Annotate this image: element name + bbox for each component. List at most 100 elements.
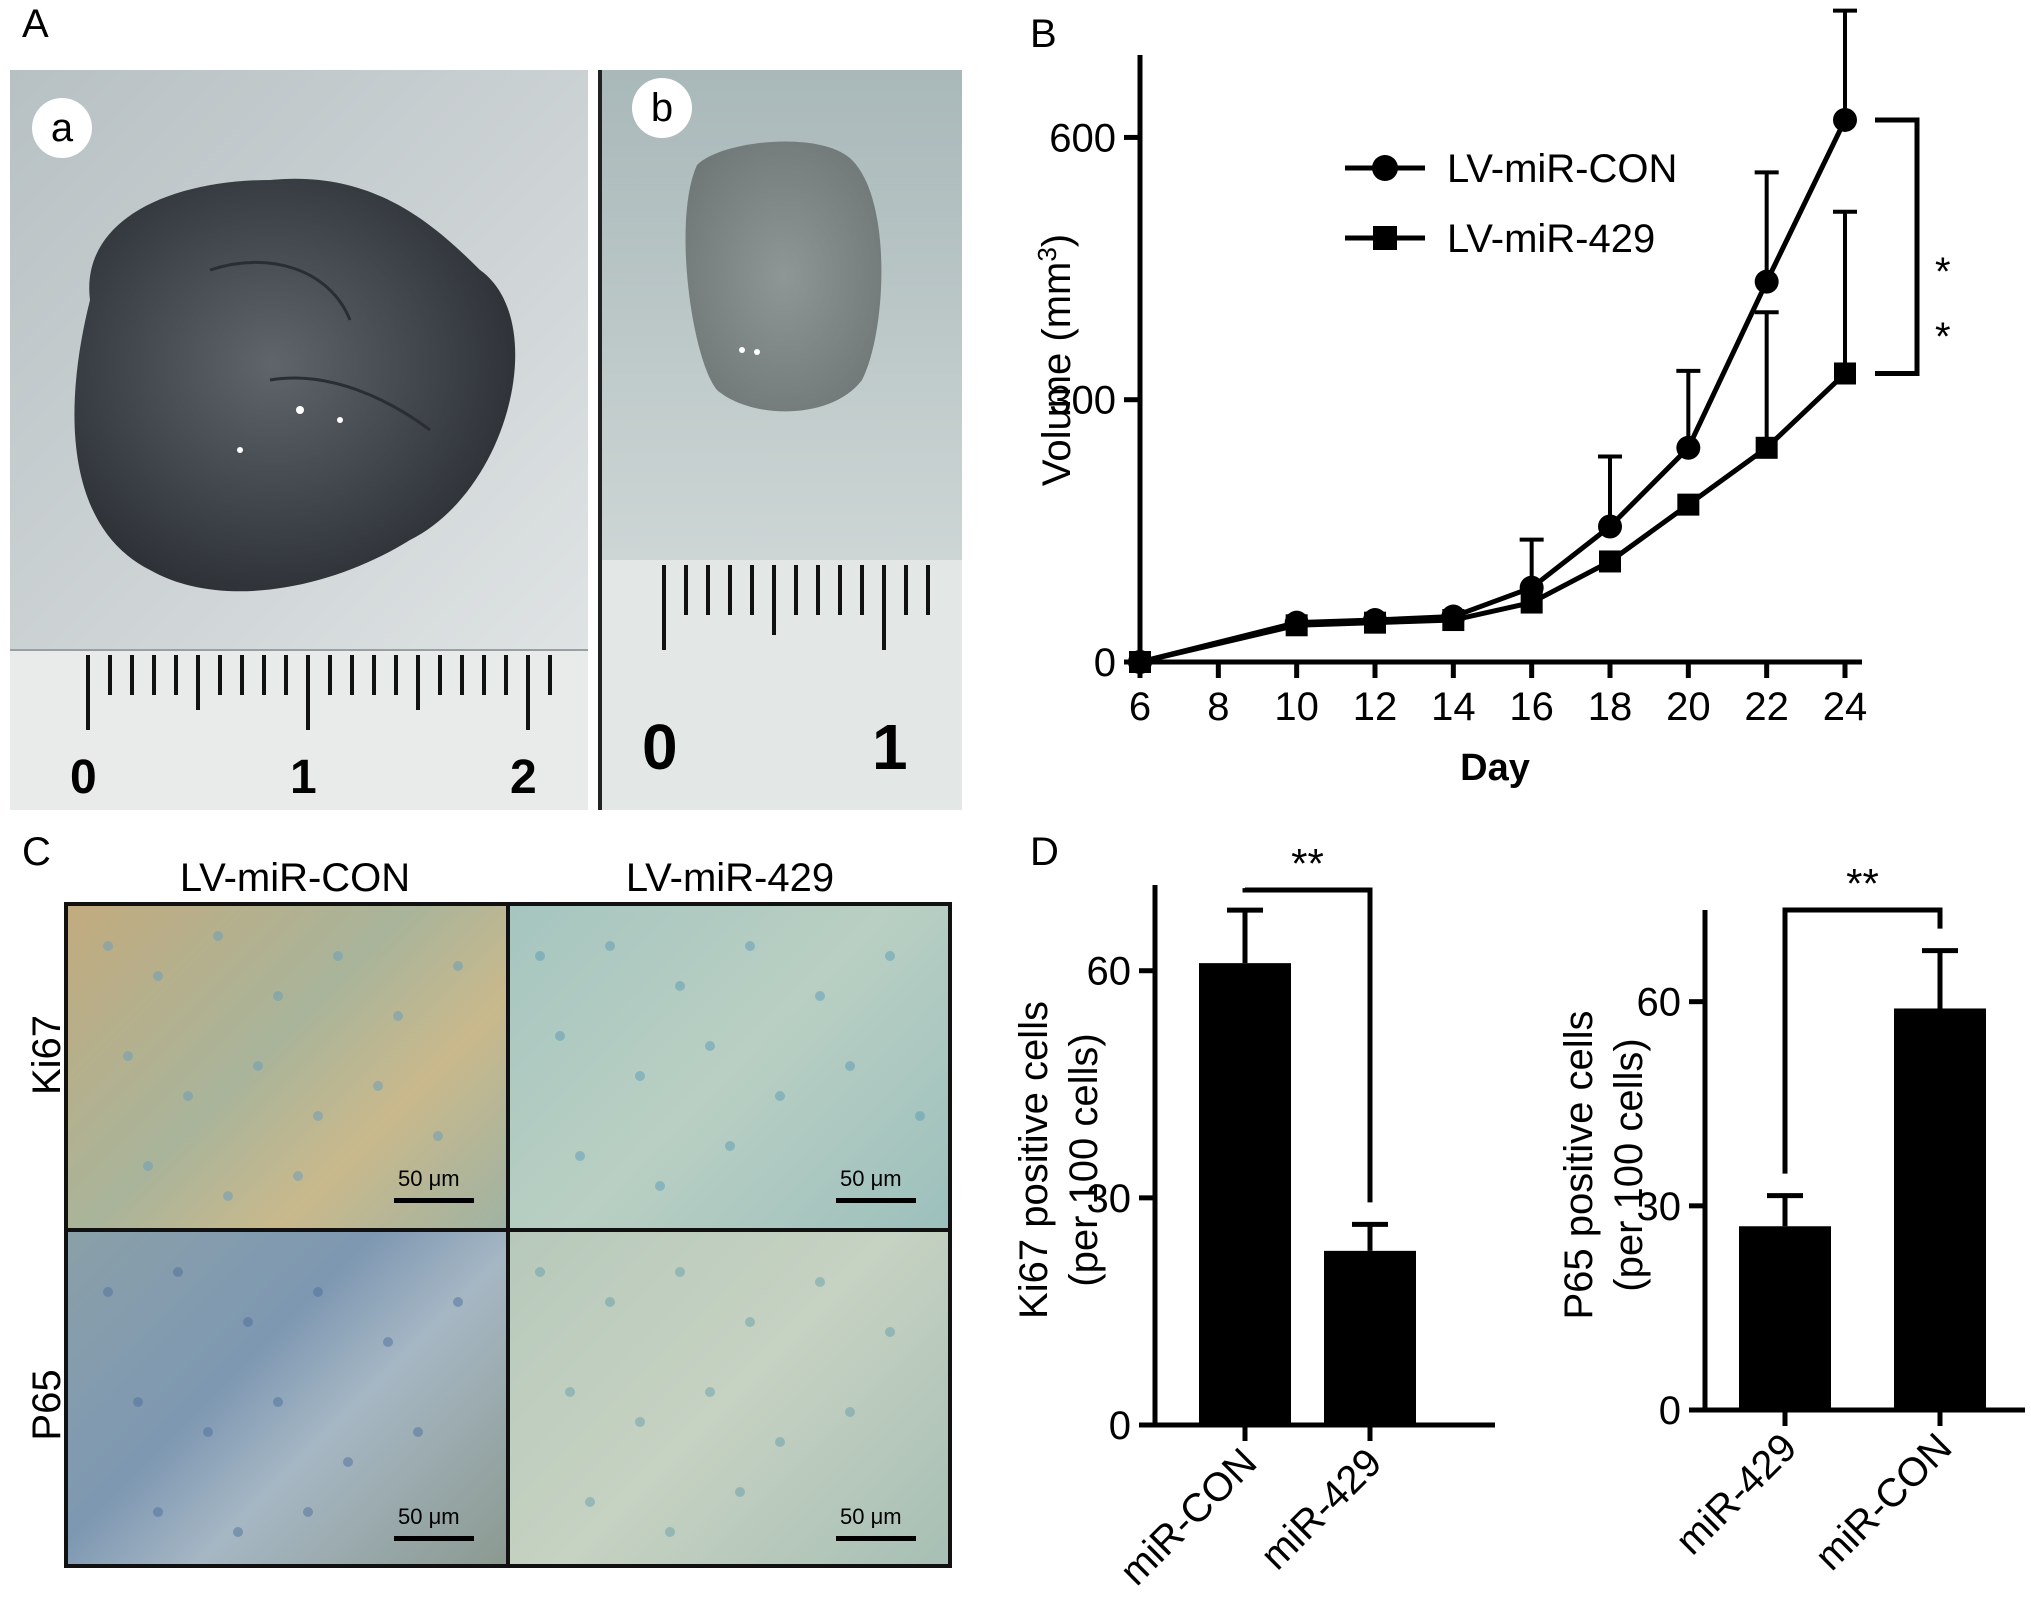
chart-b-x-tick-label: 10 — [1274, 685, 1319, 729]
ruler-b-number-0: 0 — [642, 711, 678, 783]
chart-b-point-square — [1442, 609, 1465, 632]
chart-b-series-line — [1139, 118, 1848, 665]
chart-b-point-square — [1755, 436, 1778, 459]
scale-label-ki67-429: 50 μm — [840, 1166, 902, 1191]
scale-label-p65-con: 50 μm — [398, 1504, 460, 1529]
chart-d-ki67-x-tick-label: miR-CON — [1112, 1440, 1266, 1594]
chart-b-volume: 6 8 10 12 14 16 18 20 22 24 0 300 600 Day Volume (mm3)… — [1032, 8, 1951, 789]
chart-d-ki67-x-tick-label: miR-429 — [1252, 1440, 1390, 1578]
chart-b-series-line — [1139, 371, 1847, 665]
chart-b-x-tick-label: 12 — [1353, 685, 1398, 729]
chart-d-p65-y-tick-label: 0 — [1659, 1389, 1681, 1433]
chart-b-x-tick-label: 24 — [1823, 685, 1868, 729]
chart-d-ki67-y-tick-label: 30 — [1087, 1177, 1132, 1221]
chart-d-p65-y-tick-label: 60 — [1637, 981, 1682, 1025]
texture-p65-con — [103, 1267, 463, 1537]
chart-b-point-square — [1834, 362, 1856, 385]
photo-a-badge: a — [32, 98, 92, 158]
tumor-shape-a — [74, 178, 516, 592]
chart-d-p65-significance-bracket — [1782, 907, 1943, 1174]
chart-b-x-tick-label: 22 — [1744, 685, 1789, 729]
chart-d-p65-x-tick-label: miR-429 — [1667, 1425, 1805, 1563]
ruler-a-number-0: 0 — [70, 751, 97, 804]
panel-letter-d: D — [1030, 830, 1059, 874]
chart-d-p65-y-axis-label: P65 positive cells — [1557, 1010, 1601, 1319]
micrograph-p65-lv-mir-429: 50 μm — [506, 1228, 952, 1568]
scale-bar-p65-429 — [836, 1536, 916, 1541]
chart-b-y-tick-label: 600 — [1049, 116, 1116, 160]
texture-ki67-con — [103, 931, 463, 1201]
panel-letter-b: B — [1030, 12, 1057, 56]
photo-b-badge: b — [632, 78, 692, 138]
chart-d-ki67-y-axis-label-2: (per 100 cells) — [1062, 1033, 1106, 1286]
chart-d-p65-bar — [1739, 1226, 1831, 1410]
scale-bar-p65-con — [394, 1536, 474, 1541]
micrograph-p65-lv-mir-con: 50 μm — [64, 1228, 510, 1568]
chart-d-ki67-significance-label: ** — [1291, 840, 1324, 887]
chart-b-point-circle — [1754, 269, 1779, 294]
scale-bar-ki67-con — [394, 1198, 474, 1203]
chart-b-point-square — [1599, 550, 1621, 573]
chart-b-point-circle — [1598, 514, 1622, 539]
chart-d-ki67-y-tick-label: 0 — [1109, 1404, 1131, 1448]
tumor-photo-b-graphic — [602, 70, 962, 810]
chart-d-ki67: 0 30 60 Ki67 positive cells (per 100 cells) m… — [1012, 840, 1495, 1594]
chart-d-p65-significance-label: ** — [1846, 860, 1879, 907]
chart-b-legend-label: LV-miR-429 — [1447, 217, 1655, 261]
chart-d-ki67-bar — [1324, 1250, 1416, 1425]
tumor-photo-b: b 0 1 — [598, 70, 962, 810]
ruler-a-number-2: 2 — [510, 751, 537, 804]
chart-b-legend-square — [1373, 226, 1397, 250]
scale-bar-ki67-429 — [836, 1198, 916, 1203]
chart-b-point-square — [1129, 651, 1151, 673]
chart-d-p65: 0 30 60 P65 positive cells (per 100 cells) mi… — [1557, 860, 2025, 1579]
col-header-lv-mir-con: LV-miR-CON — [179, 856, 411, 900]
texture-p65-429 — [535, 1267, 895, 1537]
chart-b-x-tick-label: 14 — [1431, 685, 1476, 729]
chart-d-ki67-y-tick-label: 60 — [1087, 950, 1132, 994]
tumor-photo-a: a 0 1 2 — [10, 70, 588, 810]
chart-d-p65-y-axis-label-2: (per 100 cells) — [1607, 1038, 1651, 1291]
scale-label-ki67-con: 50 μm — [398, 1166, 460, 1191]
ruler-b-number-1: 1 — [872, 711, 908, 783]
chart-d-ki67-y-axis-label: Ki67 positive cells — [1012, 1001, 1056, 1319]
ruler-a-number-1: 1 — [290, 751, 317, 804]
tumor-shape-b — [685, 141, 882, 412]
chart-b-y-tick-label: 0 — [1094, 641, 1116, 685]
chart-b-y-tick-label: 300 — [1049, 379, 1116, 423]
col-header-lv-mir-429: LV-miR-429 — [625, 856, 835, 900]
chart-b-legend-circle — [1372, 155, 1398, 181]
micrograph-ki67-lv-mir-con: 50 μm — [64, 902, 510, 1232]
micrograph-ki67-lv-mir-429: 50 μm — [506, 902, 952, 1232]
chart-b-x-tick-label: 6 — [1129, 685, 1151, 729]
chart-b-y-axis-label-close: ) — [1035, 234, 1079, 247]
chart-d-p65-bar — [1894, 1008, 1986, 1410]
ruler-b-ticks — [662, 565, 930, 650]
chart-b-point-square — [1285, 614, 1308, 637]
chart-b-significance-star: * — [1935, 315, 1951, 359]
chart-b-y-axis-label: Volume (mm3) — [1032, 234, 1079, 486]
panel-letter-c: C — [22, 830, 51, 874]
chart-b-legend-label: LV-miR-CON — [1447, 147, 1677, 191]
chart-d-p65-x-tick-label: miR-CON — [1807, 1425, 1961, 1579]
chart-d-ki67-bar — [1199, 963, 1291, 1425]
chart-b-significance-star: * — [1935, 250, 1951, 294]
chart-d-p65-y-tick-label: 30 — [1637, 1185, 1682, 1229]
chart-b-point-square — [1364, 611, 1386, 634]
scale-label-p65-429: 50 μm — [840, 1504, 902, 1529]
chart-b-point-square — [1520, 591, 1543, 614]
tumor-photo-a-graphic — [10, 70, 588, 810]
chart-b-point-square — [1677, 493, 1700, 516]
chart-b-x-tick-label: 20 — [1666, 685, 1711, 729]
chart-b-point-circle — [1833, 107, 1857, 132]
chart-b-x-tick-label: 18 — [1588, 685, 1633, 729]
chart-b-x-tick-label: 8 — [1207, 685, 1229, 729]
chart-b-significance-bracket — [1875, 117, 1920, 376]
texture-ki67-429 — [535, 941, 925, 1191]
ruler-a-ticks — [86, 655, 552, 730]
chart-b-x-axis-label: Day — [1460, 747, 1530, 789]
chart-d-ki67-significance-bracket — [1242, 887, 1373, 1203]
chart-b-x-tick-label: 16 — [1509, 685, 1554, 729]
chart-b-point-circle — [1676, 435, 1701, 460]
chart-b-y-axis-label-sup: 3 — [1032, 247, 1062, 261]
